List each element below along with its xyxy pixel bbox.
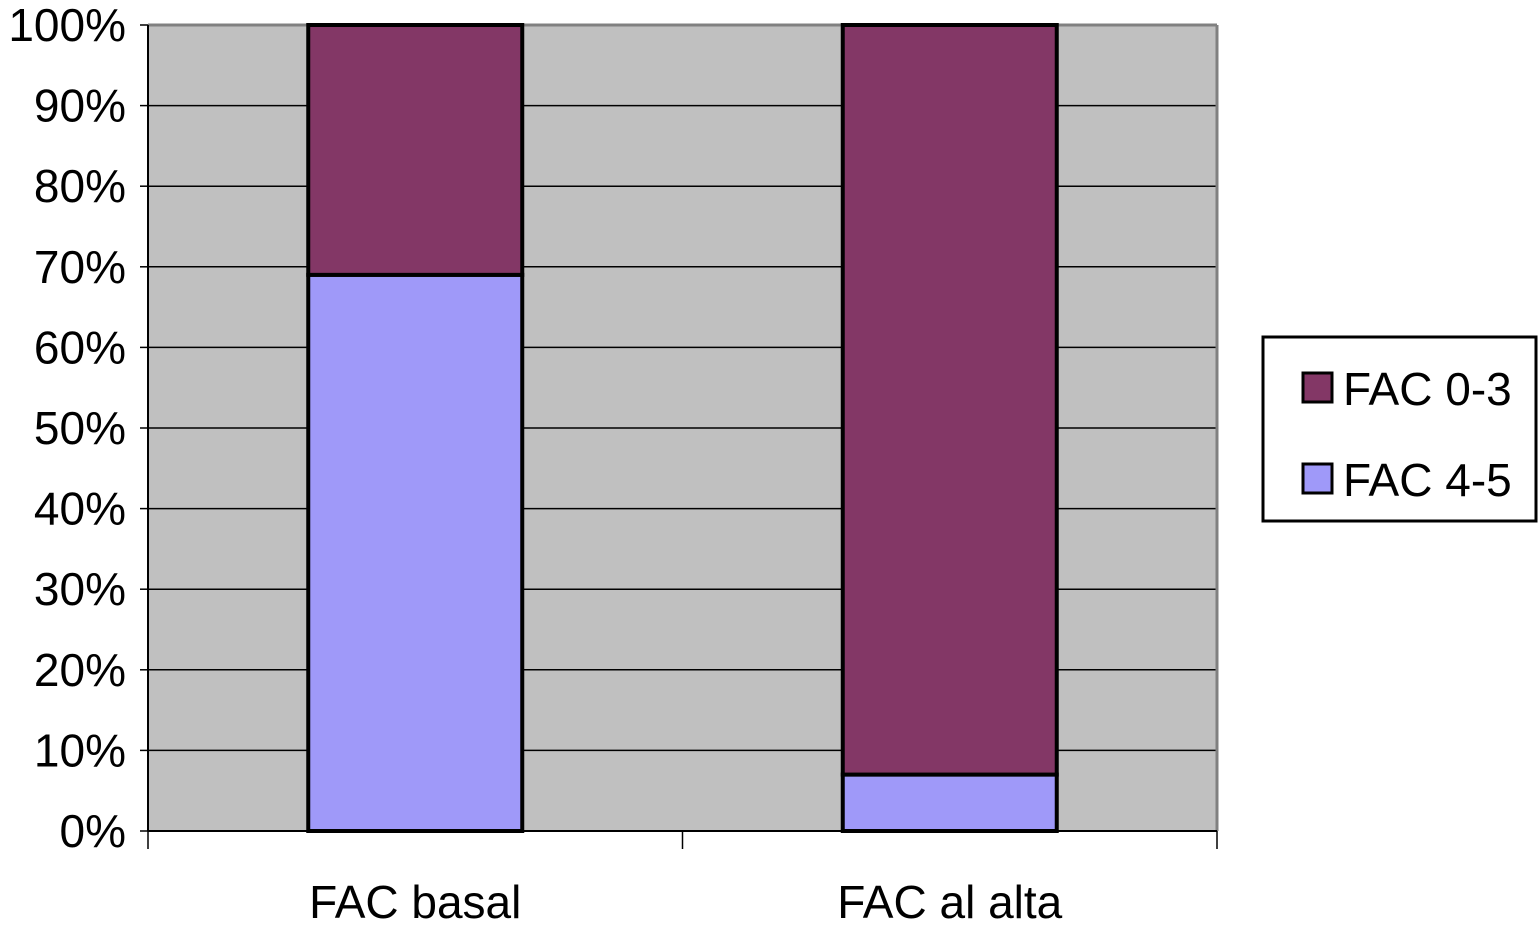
y-tick-label: 80% [34,160,126,212]
y-tick-label: 90% [34,80,126,132]
bar-fac-4-5-fac-basal [306,272,525,833]
y-tick-label: 70% [34,241,126,293]
legend-label-fac-0-3: FAC 0-3 [1343,363,1512,415]
y-tick-label: 0% [60,805,126,857]
legend-swatch-fac-0-3 [1301,371,1334,404]
y-tick-label: 100% [8,0,126,51]
y-tick-label: 20% [34,644,126,696]
bar-fac-0-3-fac-al-alta [840,23,1059,777]
x-tick-label: FAC al alta [837,876,1062,928]
bar-fac-0-3-fac-basal [306,23,525,277]
bar-fac-4-5-fac-al-alta [840,772,1059,834]
y-tick-label: 40% [34,483,126,535]
legend-label-fac-4-5: FAC 4-5 [1343,454,1512,506]
y-tick-label: 30% [34,563,126,615]
y-tick-label: 50% [34,402,126,454]
y-tick-label: 10% [34,724,126,776]
x-tick-label: FAC basal [309,876,521,928]
y-tick-label: 60% [34,321,126,373]
legend-swatch-fac-4-5 [1301,462,1334,495]
